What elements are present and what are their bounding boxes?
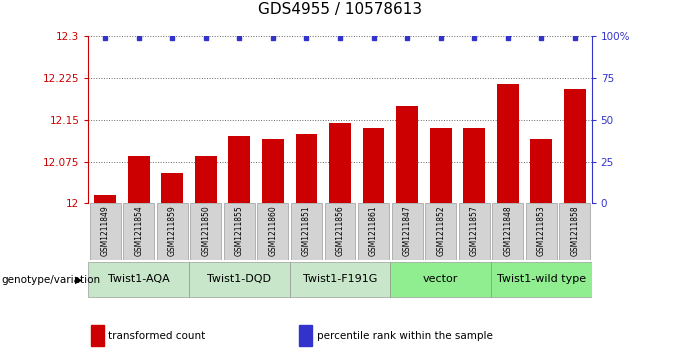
Text: GSM1211858: GSM1211858 — [571, 205, 579, 256]
Text: GSM1211851: GSM1211851 — [302, 205, 311, 256]
Text: GSM1211848: GSM1211848 — [503, 205, 512, 256]
Bar — [530, 139, 552, 203]
Text: GSM1211850: GSM1211850 — [201, 205, 210, 256]
Text: Twist1-AQA: Twist1-AQA — [108, 274, 169, 284]
Bar — [299, 325, 312, 346]
Text: ▶: ▶ — [75, 275, 83, 285]
Bar — [291, 203, 322, 260]
Bar — [258, 203, 288, 260]
Bar — [396, 106, 418, 203]
Text: Twist1-DQD: Twist1-DQD — [207, 274, 271, 284]
Bar — [392, 203, 422, 260]
Bar — [224, 203, 255, 260]
Bar — [358, 203, 389, 260]
Bar — [560, 203, 590, 260]
Text: genotype/variation: genotype/variation — [1, 275, 101, 285]
Bar — [161, 173, 183, 203]
Text: GSM1211852: GSM1211852 — [436, 205, 445, 256]
Text: percentile rank within the sample: percentile rank within the sample — [317, 331, 492, 341]
Bar — [123, 203, 154, 260]
Bar — [262, 139, 284, 203]
Bar — [95, 195, 116, 203]
Bar — [128, 156, 150, 203]
Text: GSM1211857: GSM1211857 — [470, 205, 479, 256]
Text: GSM1211854: GSM1211854 — [134, 205, 143, 256]
Bar — [459, 203, 490, 260]
Text: GSM1211856: GSM1211856 — [335, 205, 345, 256]
Bar — [324, 203, 356, 260]
Bar — [195, 156, 217, 203]
Text: GSM1211855: GSM1211855 — [235, 205, 244, 256]
Text: Twist1-F191G: Twist1-F191G — [303, 274, 377, 284]
Text: GSM1211860: GSM1211860 — [269, 205, 277, 256]
Bar — [228, 136, 250, 203]
Bar — [90, 203, 120, 260]
Bar — [425, 203, 456, 260]
Bar — [390, 261, 491, 298]
Text: GDS4955 / 10578613: GDS4955 / 10578613 — [258, 2, 422, 17]
Bar — [526, 203, 557, 260]
Bar — [189, 261, 290, 298]
Bar — [190, 203, 221, 260]
Bar — [290, 261, 390, 298]
Bar — [430, 128, 452, 203]
Text: GSM1211859: GSM1211859 — [168, 205, 177, 256]
Bar — [497, 83, 519, 203]
Text: vector: vector — [423, 274, 458, 284]
Text: GSM1211849: GSM1211849 — [101, 205, 109, 256]
Bar — [463, 128, 485, 203]
Bar — [492, 203, 523, 260]
Bar — [491, 261, 592, 298]
Bar — [564, 89, 585, 203]
Text: Twist1-wild type: Twist1-wild type — [496, 274, 586, 284]
Bar — [157, 203, 188, 260]
Bar — [88, 261, 189, 298]
Text: GSM1211861: GSM1211861 — [369, 205, 378, 256]
Text: transformed count: transformed count — [109, 331, 206, 341]
Bar — [296, 134, 318, 203]
Bar — [91, 325, 104, 346]
Text: GSM1211847: GSM1211847 — [403, 205, 411, 256]
Text: GSM1211853: GSM1211853 — [537, 205, 546, 256]
Bar — [362, 128, 384, 203]
Bar — [329, 123, 351, 203]
